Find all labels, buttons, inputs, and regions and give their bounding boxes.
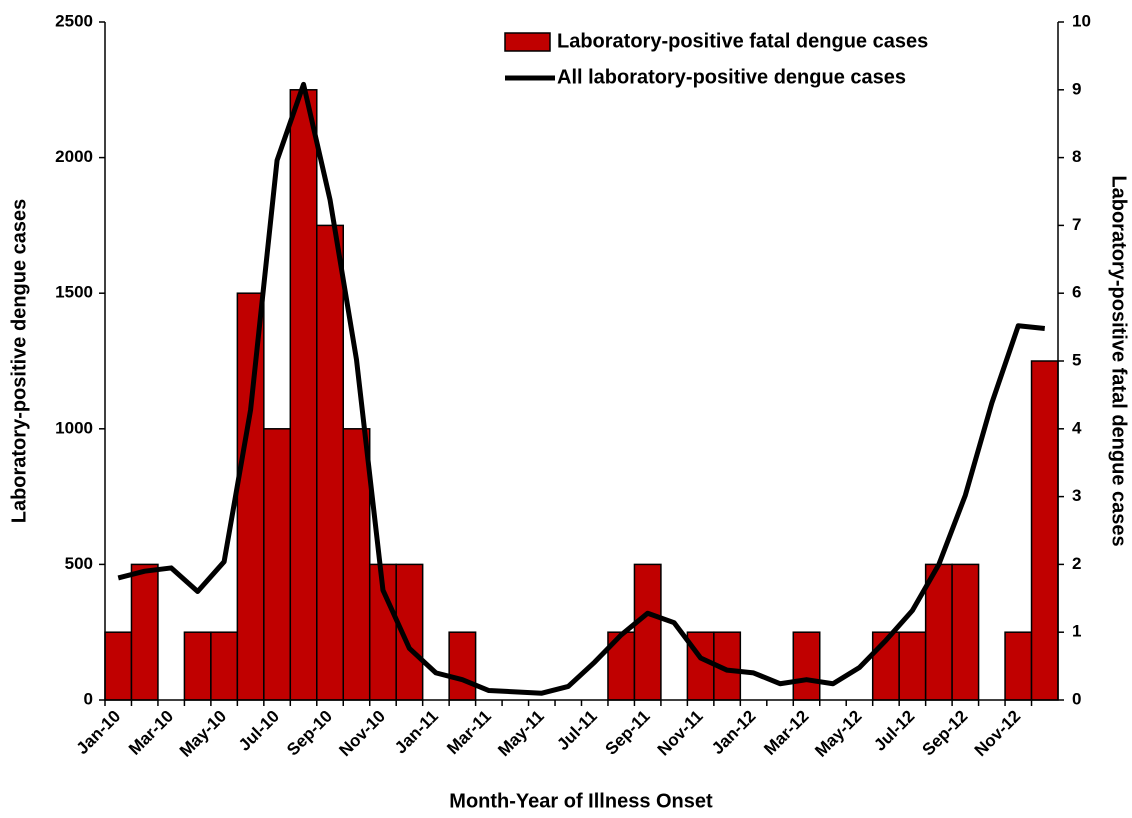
bar [263,428,292,701]
y2-tick-label: 10 [1072,11,1091,30]
x-tick-label: Jul-11 [553,707,601,755]
y-tick-label: 2000 [55,147,93,166]
x-tick-label: Sep-12 [918,707,971,760]
y2-tick-label: 4 [1072,418,1082,437]
y2-tick-label: 1 [1072,622,1081,641]
y-tick-label: 500 [65,554,93,573]
y-axis-title: Laboratory-positive dengue cases [8,199,30,524]
bar [1030,360,1059,701]
y-tick-label: 2500 [55,11,93,30]
x-tick-label: Jan-12 [708,707,760,759]
bar [289,89,318,701]
x-tick-label: Sep-11 [601,707,653,759]
bar [342,428,371,701]
bar [210,631,239,701]
y2-tick-label: 0 [1072,689,1081,708]
bar [1004,631,1033,701]
x-tick-label: Sep-10 [283,707,336,760]
x-tick-label: Mar-10 [125,707,177,759]
bar [183,631,212,701]
x-tick-label: Jan-10 [73,707,125,759]
y2-tick-label: 9 [1072,79,1081,98]
bar [236,292,265,701]
y2-tick-label: 5 [1072,350,1081,369]
bar [130,563,159,701]
legend-swatch [504,32,551,52]
bar [448,631,477,701]
x-axis-title: Month-Year of Illness Onset [449,790,713,812]
y-tick-label: 1000 [55,418,93,437]
y2-tick-label: 2 [1072,554,1081,573]
x-tick-label: Jan-11 [391,707,442,758]
line [117,81,1046,696]
bar [633,563,662,701]
x-tick-label: May-11 [494,707,548,761]
x-tick-label: May-10 [176,707,230,761]
x-tick-label: Jul-12 [870,707,918,755]
x-tick-label: Jul-10 [235,707,283,755]
legend-label: Laboratory-positive fatal dengue cases [557,30,928,52]
legend-label: All laboratory-positive dengue cases [557,66,906,88]
y2-tick-label: 6 [1072,283,1081,302]
y2-axis-title: Laboratory-positive fatal dengue cases [1108,175,1130,546]
y-tick-label: 0 [84,689,93,708]
bar [792,631,821,701]
x-tick-label: Nov-11 [654,707,707,760]
x-tick-label: Nov-10 [335,707,389,761]
bar [316,224,344,701]
y2-tick-label: 8 [1072,147,1081,166]
y-tick-label: 1500 [55,283,93,302]
y2-tick-label: 3 [1072,486,1081,505]
y2-tick-label: 7 [1072,215,1081,234]
x-tick-label: Mar-11 [443,707,495,759]
x-tick-label: May-12 [811,707,865,761]
bar [951,563,980,701]
bar [898,631,927,701]
x-tick-label: Mar-12 [760,707,812,759]
x-tick-label: Nov-12 [971,707,1025,761]
bar [104,631,133,701]
